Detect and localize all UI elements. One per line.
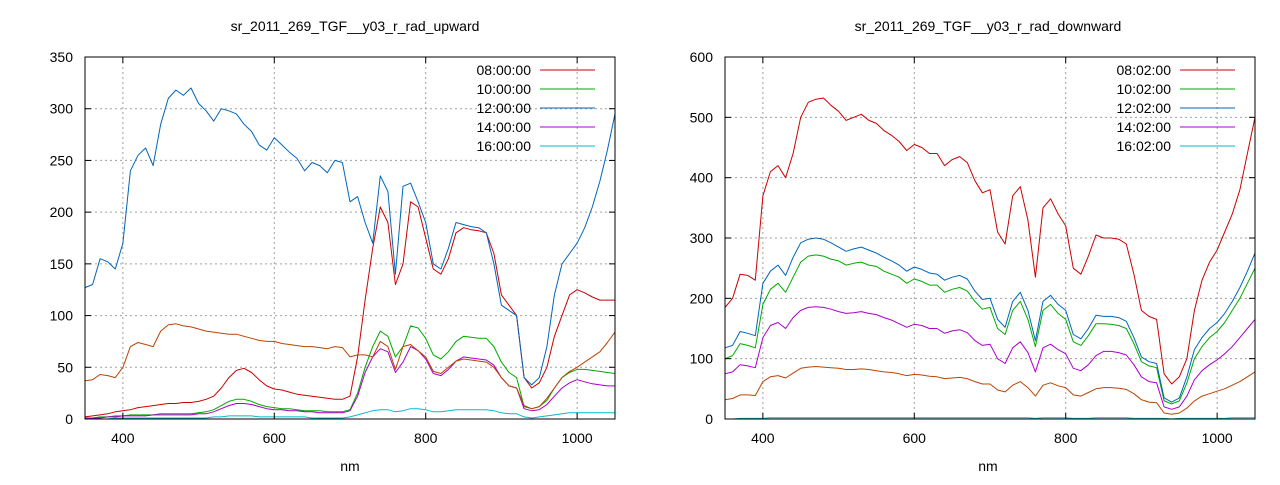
legend-label-downward: 10:02:00	[1117, 81, 1172, 97]
y-tick-label-upward: 250	[50, 152, 74, 168]
x-tick-label-upward: 1000	[562, 430, 593, 446]
legend-label-upward: 12:00:00	[477, 100, 532, 116]
y-tick-label-upward: 300	[50, 101, 74, 117]
y-tick-label-downward: 400	[690, 170, 714, 186]
legend-label-downward: 16:02:00	[1117, 138, 1172, 154]
x-tick-label-downward: 600	[903, 430, 927, 446]
chart-upward: sr_2011_269_TGF__y03_r_rad_upward nm 400…	[50, 18, 616, 474]
series-line-downward-120200	[724, 237, 1256, 403]
y-tick-label-upward: 150	[50, 256, 74, 272]
series-line-downward-unlabeled-5	[724, 366, 1256, 415]
y-tick-label-upward: 350	[50, 49, 74, 65]
x-axis-label-downward: nm	[978, 458, 997, 474]
legend-label-downward: 12:02:00	[1117, 100, 1172, 116]
series-line-upward-120000	[84, 87, 616, 386]
x-tick-label-downward: 400	[751, 430, 775, 446]
x-tick-label-upward: 800	[414, 430, 438, 446]
y-tick-label-downward: 200	[690, 290, 714, 306]
y-tick-label-downward: 500	[690, 109, 714, 125]
legend-label-upward: 14:00:00	[477, 119, 532, 135]
series-line-upward-140000	[85, 346, 615, 419]
series-line-downward-100200	[724, 254, 1256, 405]
legend-label-downward: 08:02:00	[1117, 62, 1172, 78]
chart-downward: sr_2011_269_TGF__y03_r_rad_downward nm 4…	[690, 18, 1256, 474]
y-tick-label-upward: 200	[50, 204, 74, 220]
x-tick-label-upward: 400	[111, 430, 135, 446]
legend-label-upward: 08:00:00	[477, 62, 532, 78]
y-tick-label-downward: 300	[690, 230, 714, 246]
x-tick-label-downward: 800	[1054, 430, 1078, 446]
chart-title-downward: sr_2011_269_TGF__y03_r_rad_downward	[855, 18, 1122, 34]
y-tick-label-downward: 100	[690, 351, 714, 367]
series-line-upward-unlabeled-5	[84, 323, 616, 410]
series-line-downward-140200	[724, 306, 1256, 410]
legend-label-upward: 10:00:00	[477, 81, 532, 97]
legend-label-upward: 16:00:00	[477, 138, 532, 154]
plot-frame-upward	[84, 56, 616, 420]
y-tick-label-upward: 100	[50, 308, 74, 324]
series-line-upward-080000	[84, 201, 615, 418]
x-tick-label-upward: 600	[263, 430, 287, 446]
series-line-downward-080200	[724, 97, 1256, 385]
y-tick-label-downward: 0	[705, 411, 713, 427]
legend-label-downward: 14:02:00	[1117, 119, 1172, 135]
x-tick-label-downward: 1000	[1202, 430, 1233, 446]
series-line-upward-160000	[85, 408, 615, 420]
x-axis-label-upward: nm	[340, 458, 359, 474]
y-tick-label-downward: 600	[690, 49, 714, 65]
y-tick-label-upward: 50	[57, 359, 73, 375]
chart-title-upward: sr_2011_269_TGF__y03_r_rad_upward	[231, 18, 480, 34]
y-tick-label-upward: 0	[65, 411, 73, 427]
